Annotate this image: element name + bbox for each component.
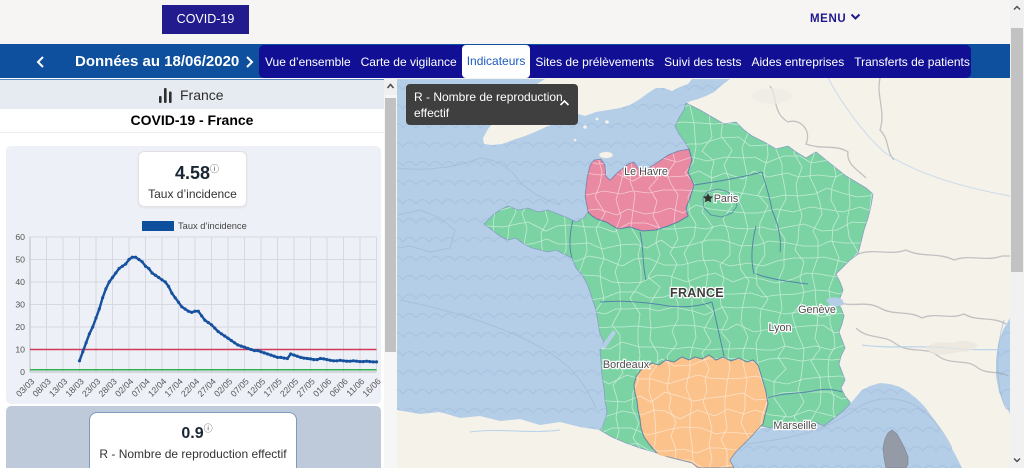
svg-text:60: 60 [15, 232, 25, 242]
svg-text:16/06: 16/06 [360, 376, 383, 399]
svg-text:Lyon: Lyon [768, 322, 791, 334]
svg-text:50: 50 [15, 255, 25, 265]
svg-text:20: 20 [15, 322, 25, 332]
svg-text:FRANCE: FRANCE [670, 286, 724, 300]
svg-text:Le Havre: Le Havre [624, 166, 668, 178]
svg-text:Taux d’incidence: Taux d’incidence [178, 221, 247, 231]
svg-text:06/06: 06/06 [327, 376, 350, 399]
svg-text:10: 10 [15, 345, 25, 355]
svg-text:0: 0 [20, 367, 25, 377]
svg-text:Bordeaux: Bordeaux [603, 359, 650, 371]
svg-text:Paris: Paris [714, 193, 739, 205]
svg-text:40: 40 [15, 277, 25, 287]
svg-text:Marseille: Marseille [773, 420, 816, 432]
svg-text:30: 30 [15, 300, 25, 310]
svg-text:Genève: Genève [798, 304, 836, 316]
